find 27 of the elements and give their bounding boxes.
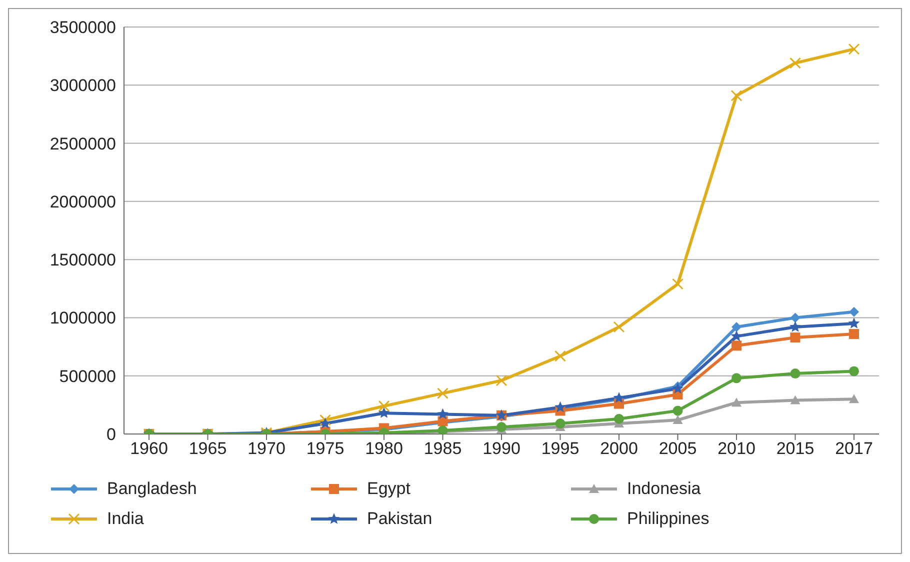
y-tick-label: 3500000 (50, 18, 116, 38)
x-tick-label: 1980 (365, 439, 403, 458)
x-tick-label: 2000 (600, 439, 638, 458)
x-tick-label: 1975 (306, 439, 344, 458)
x-tick-label: 2017 (835, 439, 873, 458)
legend-label: India (107, 509, 144, 529)
legend-label: Indonesia (627, 479, 701, 499)
x-tick-label: 2015 (776, 439, 814, 458)
x-tick-label: 2005 (658, 439, 697, 458)
legend-label: Philippines (627, 509, 710, 529)
y-tick-label: 0 (106, 425, 116, 444)
x-tick-label: 1985 (424, 439, 462, 458)
x-tick-label: 1970 (248, 439, 286, 458)
legend-label: Bangladesh (107, 479, 197, 499)
y-tick-label: 2000000 (50, 192, 116, 212)
y-tick-label: 1000000 (50, 308, 116, 328)
x-tick-label: 1990 (482, 439, 520, 458)
y-tick-label: 1500000 (50, 250, 116, 270)
x-tick-label: 2010 (718, 439, 756, 458)
x-tick-label: 1995 (541, 439, 580, 458)
x-tick-label: 1965 (188, 439, 227, 458)
y-tick-label: 2500000 (50, 134, 116, 154)
legend-label: Pakistan (367, 509, 432, 529)
y-tick-label: 500000 (59, 366, 116, 386)
x-tick-label: 1960 (130, 439, 168, 458)
legend-label: Egypt (367, 479, 410, 499)
y-tick-label: 3000000 (50, 76, 116, 96)
